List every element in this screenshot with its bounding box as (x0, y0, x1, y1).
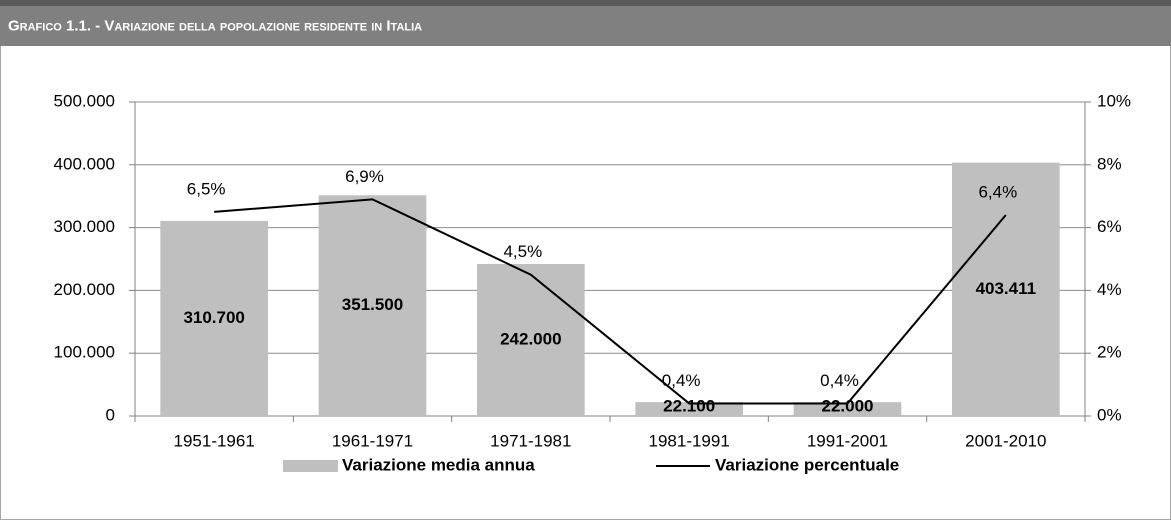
x-tick-label: 1971-1981 (490, 431, 571, 450)
header-top (0, 0, 1171, 6)
y2-tick-label: 0% (1097, 405, 1122, 424)
bar (160, 220, 268, 416)
y2-tick-label: 4% (1097, 280, 1122, 299)
header-bar (0, 0, 1171, 46)
line-value-label: 6,4% (978, 183, 1017, 202)
line-value-label: 0,4% (662, 371, 701, 390)
legend-label: Variazione media annua (342, 455, 535, 474)
x-tick-label: 2001-2010 (965, 431, 1046, 450)
line-value-label: 0,4% (820, 371, 859, 390)
legend-swatch (283, 460, 338, 472)
y-tick-label: 300.000 (54, 217, 115, 236)
x-tick-label: 1981-1991 (649, 431, 730, 450)
line-value-label: 6,9% (345, 167, 384, 186)
line-value-label: 6,5% (187, 179, 226, 198)
y2-tick-label: 2% (1097, 343, 1122, 362)
line (214, 198, 1007, 405)
y-tick-label: 200.000 (54, 280, 115, 299)
bar-value-label: 403.411 (976, 279, 1037, 298)
bar-value-label: 22.100 (663, 396, 715, 415)
y-tick-label: 100.000 (54, 343, 115, 362)
bar-value-label: 310.700 (183, 308, 244, 327)
bar-value-label: 22.000 (822, 396, 874, 415)
y2-tick-label: 8% (1097, 154, 1122, 173)
x-tick-label: 1961-1971 (332, 431, 413, 450)
bar (635, 402, 743, 416)
x-tick-label: 1991-2001 (807, 431, 888, 450)
y2-tick-label: 6% (1097, 217, 1122, 236)
chart-title: Grafico 1.1. - Variazione della popolazi… (8, 17, 422, 34)
bar (477, 264, 585, 416)
y2-tick-label: 10% (1097, 91, 1131, 110)
y-tick-label: 500.000 (54, 91, 115, 110)
line-value-label: 4,5% (503, 242, 542, 261)
bar-value-label: 351.500 (342, 295, 403, 314)
bar (952, 162, 1060, 416)
bar (793, 402, 902, 416)
x-tick-label: 1951-1961 (174, 431, 255, 450)
bar-value-label: 242.000 (500, 329, 561, 348)
bar (318, 195, 427, 416)
y-tick-label: 400.000 (54, 154, 115, 173)
legend-label: Variazione percentuale (715, 455, 899, 474)
y-tick-label: 0 (106, 405, 115, 424)
